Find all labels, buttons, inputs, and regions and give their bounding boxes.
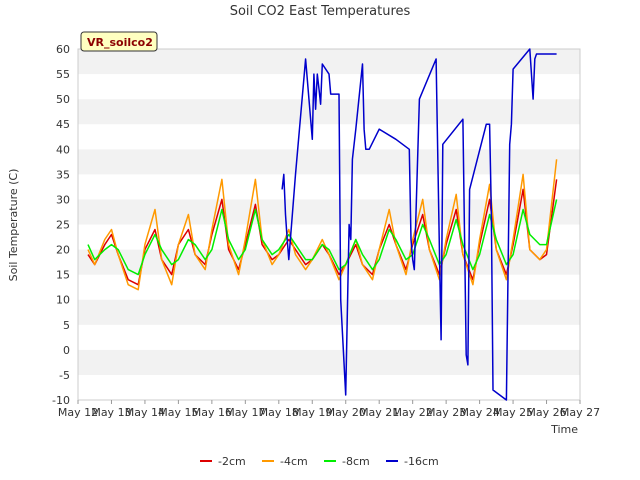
x-axis-label: Time (550, 423, 578, 436)
badge-box (80, 31, 158, 52)
series-line-4cmcm (87, 159, 558, 291)
x-tick-label: May 17 (225, 406, 265, 419)
x-tick-label: May 13 (91, 406, 131, 419)
x-tick-label: May 26 (526, 406, 566, 419)
station-badge: VR_soilco2 (80, 31, 158, 52)
series-lines (87, 48, 558, 401)
y-tick-label: 15 (56, 269, 70, 282)
x-tick-label: May 24 (459, 406, 499, 419)
plot-border (77, 48, 581, 401)
grid-band (78, 274, 580, 300)
y-tick-label: 45 (56, 118, 70, 131)
legend: -2cm -4cm -8cm -16cm (200, 455, 439, 468)
x-tick-label: May 12 (58, 406, 98, 419)
x-tick-label: May 22 (393, 406, 433, 419)
y-tick-label: 10 (56, 294, 70, 307)
grid-band (78, 124, 580, 150)
grid-band (78, 374, 580, 400)
y-tick-label: -5 (59, 369, 70, 382)
grid-band (78, 299, 580, 325)
y-tick-label: 35 (56, 168, 70, 181)
x-tick-label: May 27 (560, 406, 600, 419)
grid-band (78, 149, 580, 175)
grid-band (78, 199, 580, 225)
x-tick-label: May 18 (259, 406, 299, 419)
grid-band (78, 49, 580, 75)
x-tick-label: May 19 (292, 406, 332, 419)
y-tick-label: 20 (56, 244, 70, 257)
grid-band (78, 174, 580, 200)
badge-text: VR_soilco2 (87, 36, 153, 49)
grid-band (78, 324, 580, 350)
y-tick-label: -10 (52, 394, 70, 407)
y-tick-label: 25 (56, 219, 70, 232)
x-tick-label: May 16 (192, 406, 232, 419)
grid-band (78, 99, 580, 125)
y-tick-label: 55 (56, 68, 70, 81)
y-tick-label: 40 (56, 143, 70, 156)
legend-label: -16cm (404, 455, 439, 468)
grid-bands (78, 49, 580, 400)
legend-label: -4cm (280, 455, 308, 468)
legend-label: -8cm (342, 455, 370, 468)
x-tick-label: May 15 (158, 406, 198, 419)
series-line-16cmcm (281, 48, 557, 401)
x-tick-label: May 20 (326, 406, 366, 419)
x-tick-label: May 14 (125, 406, 165, 419)
y-axis-ticks: -10 -5 0 5 10 15 20 25 30 35 40 45 50 55 60 (52, 43, 70, 407)
chart-title: Soil CO2 East Temperatures (230, 4, 411, 19)
series-line-8cmcm (87, 199, 558, 276)
y-tick-label: 60 (56, 43, 70, 56)
y-axis-label: Soil Temperature (C) (7, 169, 20, 282)
x-tick-label: May 25 (493, 406, 533, 419)
x-tick-label: May 21 (359, 406, 399, 419)
y-tick-label: 50 (56, 93, 70, 106)
x-tick-label: May 23 (426, 406, 466, 419)
y-tick-label: 0 (63, 344, 70, 357)
y-tick-label: 5 (63, 319, 70, 332)
legend-label: -2cm (218, 455, 246, 468)
y-tick-label: 30 (56, 193, 70, 206)
grid-band (78, 349, 580, 375)
